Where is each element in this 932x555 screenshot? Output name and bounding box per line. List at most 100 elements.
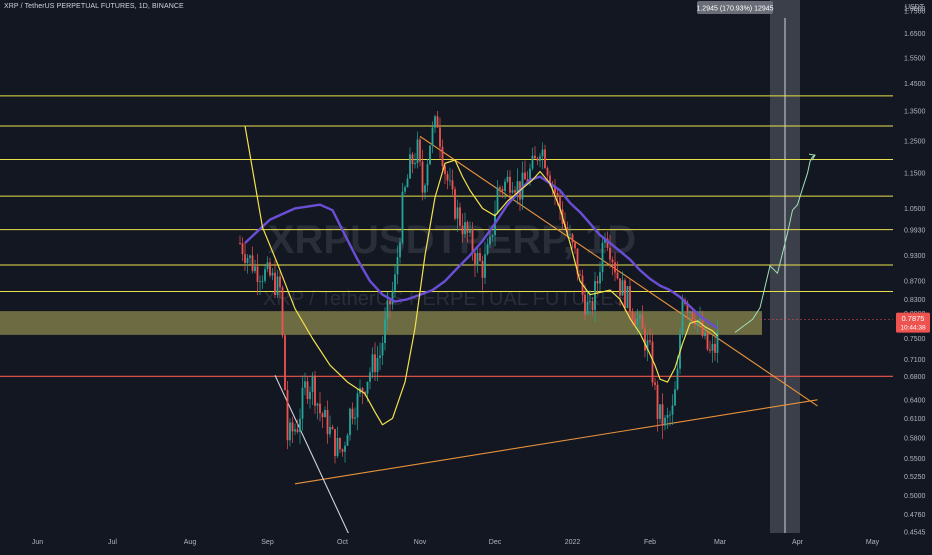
- candle-body: [534, 155, 536, 159]
- y-tick-label: 1.6500: [904, 31, 926, 38]
- candle-body: [666, 415, 669, 418]
- candle-body: [406, 178, 409, 188]
- candle-body: [599, 272, 601, 284]
- candle-body: [441, 146, 444, 167]
- candle-body: [639, 314, 641, 319]
- y-tick-label: 0.6400: [904, 397, 926, 404]
- y-tick-label: 1.3500: [904, 109, 926, 116]
- x-tick-label: Dec: [489, 539, 502, 546]
- candle-body: [329, 427, 331, 435]
- candle-body: [716, 331, 719, 353]
- candle-body: [314, 375, 316, 406]
- candle-body: [596, 281, 599, 284]
- candle-body: [444, 166, 446, 175]
- candle-body: [586, 301, 589, 315]
- candle-body: [554, 185, 556, 193]
- candle-body: [239, 243, 241, 244]
- x-tick-label: Jul: [108, 539, 117, 546]
- candle-body: [611, 259, 614, 263]
- y-tick-label: 0.6800: [904, 374, 926, 381]
- chart-title: XRP / TetherUS PERPETUAL FUTURES, 1D, BI…: [4, 3, 184, 10]
- candle-body: [524, 172, 526, 180]
- candle-body: [514, 190, 516, 193]
- candle-body: [431, 127, 434, 146]
- candle-body: [591, 301, 594, 311]
- candle-body: [549, 175, 551, 186]
- x-tick-label: Feb: [644, 539, 656, 546]
- candle-body: [394, 274, 396, 291]
- candle-body: [419, 139, 421, 162]
- candle-body: [696, 320, 699, 325]
- candle-body: [574, 242, 576, 249]
- candle-body: [466, 222, 469, 233]
- candle-body: [479, 253, 481, 261]
- candle-body: [566, 227, 569, 236]
- candle-body: [651, 341, 654, 383]
- x-tick-label: Aug: [184, 539, 197, 546]
- candle-body: [701, 319, 704, 336]
- trendline-descending: [419, 135, 818, 407]
- candle-body: [616, 272, 619, 279]
- candle-body: [569, 234, 571, 236]
- candle-body: [579, 274, 581, 276]
- y-tick-label: 1.2500: [904, 138, 926, 145]
- candle-body: [526, 179, 529, 182]
- candle-body: [344, 445, 346, 452]
- candle-body: [256, 266, 259, 282]
- candle-body: [529, 168, 531, 182]
- current-price-badge: [896, 312, 930, 333]
- candle-body: [294, 429, 296, 432]
- candle-body: [411, 154, 414, 165]
- measure-label: 1.2945 (170.93%) 12945: [696, 6, 773, 13]
- y-tick-label: 0.4545: [904, 530, 926, 537]
- y-tick-label: 0.7500: [904, 336, 926, 343]
- candle-body: [619, 278, 621, 296]
- candle-body: [489, 236, 491, 245]
- y-tick-label: 0.5800: [904, 435, 926, 442]
- candle-body: [499, 187, 501, 190]
- x-tick-label: Oct: [337, 539, 348, 546]
- y-tick-label: 0.8300: [904, 297, 926, 304]
- candle-body: [246, 257, 249, 263]
- candle-body: [559, 195, 561, 210]
- candle-body: [629, 286, 631, 312]
- candle-body: [459, 207, 461, 226]
- candle-body: [681, 299, 684, 335]
- x-tick-label: Nov: [414, 539, 427, 546]
- candle-body: [381, 342, 384, 356]
- candle-body: [516, 181, 519, 193]
- candle-body: [391, 290, 394, 305]
- candle-body: [556, 192, 559, 196]
- candle-body: [409, 154, 411, 179]
- candle-body: [341, 449, 344, 452]
- candle-body: [634, 319, 636, 325]
- candle-body: [474, 253, 476, 266]
- ma-slow-line: [244, 175, 719, 330]
- candle-body: [356, 393, 359, 418]
- candle-body: [389, 300, 391, 305]
- candle-body: [291, 422, 294, 432]
- candle-body: [414, 163, 416, 165]
- candle-body: [436, 116, 439, 128]
- time-axis: [0, 533, 893, 550]
- candle-body: [501, 189, 504, 191]
- candle-body: [476, 253, 479, 266]
- candle-body: [286, 389, 289, 441]
- y-tick-label: 1.7500: [904, 8, 926, 15]
- candle-body: [624, 280, 626, 308]
- candle-body: [456, 207, 459, 219]
- candle-body: [606, 238, 609, 248]
- countdown-label: 10:44:38: [900, 325, 926, 332]
- candle-body: [671, 405, 674, 415]
- y-tick-label: 1.1500: [904, 171, 926, 178]
- candle-body: [369, 372, 371, 382]
- candle-body: [396, 257, 399, 275]
- candle-body: [714, 343, 716, 353]
- candle-body: [544, 149, 546, 169]
- watermark-name: XRP / TetherUS PERPETUAL FUTURES: [263, 288, 627, 310]
- watermark-symbol: XRPUSDTPERP, 1D: [268, 218, 636, 262]
- projection-arrowhead: [808, 153, 816, 161]
- candle-body: [429, 145, 431, 165]
